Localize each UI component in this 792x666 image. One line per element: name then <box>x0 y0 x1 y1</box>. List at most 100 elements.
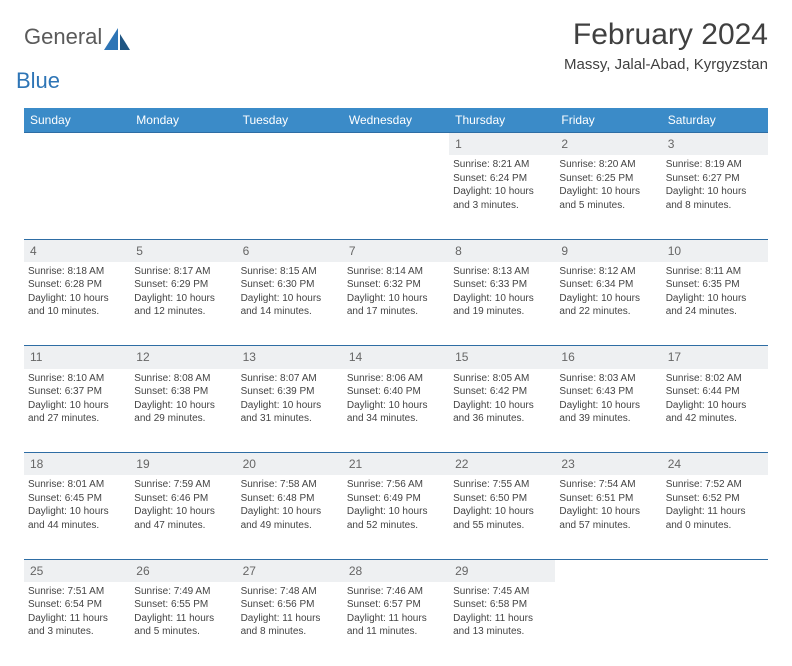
sunset-text: Sunset: 6:34 PM <box>559 278 657 292</box>
title-block: February 2024 Massy, Jalal-Abad, Kyrgyzs… <box>564 18 768 73</box>
sunset-text: Sunset: 6:30 PM <box>241 278 339 292</box>
sunrise-text: Sunrise: 8:06 AM <box>347 372 445 386</box>
sunset-text: Sunset: 6:55 PM <box>134 598 232 612</box>
daylight-text: Daylight: 10 hours and 44 minutes. <box>28 505 126 532</box>
sunset-text: Sunset: 6:38 PM <box>134 385 232 399</box>
sunrise-text: Sunrise: 7:56 AM <box>347 478 445 492</box>
sunset-text: Sunset: 6:24 PM <box>453 172 551 186</box>
day-number-cell: 14 <box>343 346 449 369</box>
day-number-cell: 21 <box>343 453 449 476</box>
sunset-text: Sunset: 6:42 PM <box>453 385 551 399</box>
sunset-text: Sunset: 6:52 PM <box>666 492 764 506</box>
daylight-text: Daylight: 10 hours and 57 minutes. <box>559 505 657 532</box>
day-data-cell: Sunrise: 8:21 AMSunset: 6:24 PMDaylight:… <box>449 155 555 239</box>
day-data-cell: Sunrise: 7:49 AMSunset: 6:55 PMDaylight:… <box>130 582 236 666</box>
brand-logo: General Blue <box>24 24 130 94</box>
daylight-text: Daylight: 10 hours and 12 minutes. <box>134 292 232 319</box>
weekday-header: Tuesday <box>237 108 343 133</box>
sunrise-text: Sunrise: 8:02 AM <box>666 372 764 386</box>
day-number-cell: 25 <box>24 559 130 582</box>
daylight-text: Daylight: 10 hours and 14 minutes. <box>241 292 339 319</box>
day-data-cell <box>24 155 130 239</box>
sunset-text: Sunset: 6:27 PM <box>666 172 764 186</box>
day-data-cell: Sunrise: 7:52 AMSunset: 6:52 PMDaylight:… <box>662 475 768 559</box>
day-data-cell: Sunrise: 8:19 AMSunset: 6:27 PMDaylight:… <box>662 155 768 239</box>
sunset-text: Sunset: 6:25 PM <box>559 172 657 186</box>
daylight-text: Daylight: 10 hours and 24 minutes. <box>666 292 764 319</box>
day-data-cell: Sunrise: 7:55 AMSunset: 6:50 PMDaylight:… <box>449 475 555 559</box>
day-data-cell: Sunrise: 7:48 AMSunset: 6:56 PMDaylight:… <box>237 582 343 666</box>
page-title: February 2024 <box>564 18 768 52</box>
day-data-cell: Sunrise: 8:08 AMSunset: 6:38 PMDaylight:… <box>130 369 236 453</box>
day-number-cell: 20 <box>237 453 343 476</box>
calendar-table: Sunday Monday Tuesday Wednesday Thursday… <box>24 108 768 666</box>
day-data-cell: Sunrise: 8:13 AMSunset: 6:33 PMDaylight:… <box>449 262 555 346</box>
day-data-cell <box>662 582 768 666</box>
daylight-text: Daylight: 10 hours and 10 minutes. <box>28 292 126 319</box>
day-data-cell: Sunrise: 7:58 AMSunset: 6:48 PMDaylight:… <box>237 475 343 559</box>
sunset-text: Sunset: 6:39 PM <box>241 385 339 399</box>
daylight-text: Daylight: 10 hours and 22 minutes. <box>559 292 657 319</box>
sunrise-text: Sunrise: 7:45 AM <box>453 585 551 599</box>
day-number-cell: 27 <box>237 559 343 582</box>
day-data-cell: Sunrise: 8:07 AMSunset: 6:39 PMDaylight:… <box>237 369 343 453</box>
sunset-text: Sunset: 6:56 PM <box>241 598 339 612</box>
sunset-text: Sunset: 6:43 PM <box>559 385 657 399</box>
sunset-text: Sunset: 6:46 PM <box>134 492 232 506</box>
daylight-text: Daylight: 11 hours and 11 minutes. <box>347 612 445 639</box>
day-number-row: 123 <box>24 133 768 156</box>
day-data-row: Sunrise: 7:51 AMSunset: 6:54 PMDaylight:… <box>24 582 768 666</box>
weekday-header-row: Sunday Monday Tuesday Wednesday Thursday… <box>24 108 768 133</box>
sunset-text: Sunset: 6:50 PM <box>453 492 551 506</box>
day-number-cell: 18 <box>24 453 130 476</box>
day-data-cell: Sunrise: 8:20 AMSunset: 6:25 PMDaylight:… <box>555 155 661 239</box>
page-header: General Blue February 2024 Massy, Jalal-… <box>24 18 768 94</box>
daylight-text: Daylight: 10 hours and 39 minutes. <box>559 399 657 426</box>
day-number-cell: 5 <box>130 239 236 262</box>
weekday-header: Thursday <box>449 108 555 133</box>
day-number-cell: 2 <box>555 133 661 156</box>
day-data-row: Sunrise: 8:21 AMSunset: 6:24 PM Daylight:… <box>24 155 768 239</box>
sunrise-text: Sunrise: 8:13 AM <box>453 265 551 279</box>
day-number-cell <box>130 133 236 156</box>
sunset-text: Sunset: 6:37 PM <box>28 385 126 399</box>
daylight-text: Daylight: 10 hours and 8 minutes. <box>666 185 764 212</box>
day-data-cell: Sunrise: 7:59 AMSunset: 6:46 PMDaylight:… <box>130 475 236 559</box>
sunset-text: Sunset: 6:40 PM <box>347 385 445 399</box>
daylight-text: Daylight: 10 hours and 36 minutes. <box>453 399 551 426</box>
day-data-cell: Sunrise: 8:03 AMSunset: 6:43 PMDaylight:… <box>555 369 661 453</box>
day-number-cell: 29 <box>449 559 555 582</box>
day-data-cell: Sunrise: 8:05 AMSunset: 6:42 PMDaylight:… <box>449 369 555 453</box>
daylight-text: Daylight: 11 hours and 8 minutes. <box>241 612 339 639</box>
day-number-cell: 4 <box>24 239 130 262</box>
daylight-text: Daylight: 10 hours and 5 minutes. <box>559 185 657 212</box>
sunrise-text: Sunrise: 7:48 AM <box>241 585 339 599</box>
sunrise-text: Sunrise: 8:05 AM <box>453 372 551 386</box>
day-number-cell: 26 <box>130 559 236 582</box>
daylight-text: Daylight: 11 hours and 13 minutes. <box>453 612 551 639</box>
daylight-text: Daylight: 11 hours and 3 minutes. <box>28 612 126 639</box>
daylight-text: Daylight: 10 hours and 42 minutes. <box>666 399 764 426</box>
sunset-text: Sunset: 6:45 PM <box>28 492 126 506</box>
sunrise-text: Sunrise: 8:17 AM <box>134 265 232 279</box>
sunrise-text: Sunrise: 7:46 AM <box>347 585 445 599</box>
daylight-text: Daylight: 10 hours and 34 minutes. <box>347 399 445 426</box>
sunrise-text: Sunrise: 8:11 AM <box>666 265 764 279</box>
sunset-text: Sunset: 6:44 PM <box>666 385 764 399</box>
day-data-row: Sunrise: 8:18 AMSunset: 6:28 PMDaylight:… <box>24 262 768 346</box>
day-data-cell: Sunrise: 8:06 AMSunset: 6:40 PMDaylight:… <box>343 369 449 453</box>
day-data-cell <box>343 155 449 239</box>
day-number-cell: 22 <box>449 453 555 476</box>
day-data-cell: Sunrise: 8:18 AMSunset: 6:28 PMDaylight:… <box>24 262 130 346</box>
day-number-cell: 9 <box>555 239 661 262</box>
sunset-text: Sunset: 6:32 PM <box>347 278 445 292</box>
day-data-cell: Sunrise: 7:54 AMSunset: 6:51 PMDaylight:… <box>555 475 661 559</box>
day-data-cell: Sunrise: 7:56 AMSunset: 6:49 PMDaylight:… <box>343 475 449 559</box>
day-number-row: 18192021222324 <box>24 453 768 476</box>
sunrise-text: Sunrise: 8:03 AM <box>559 372 657 386</box>
sunrise-text: Sunrise: 8:21 AM <box>453 158 551 172</box>
day-number-cell: 15 <box>449 346 555 369</box>
day-number-cell: 3 <box>662 133 768 156</box>
daylight-text: Daylight: 10 hours and 49 minutes. <box>241 505 339 532</box>
daylight-text: Daylight: 10 hours and 31 minutes. <box>241 399 339 426</box>
